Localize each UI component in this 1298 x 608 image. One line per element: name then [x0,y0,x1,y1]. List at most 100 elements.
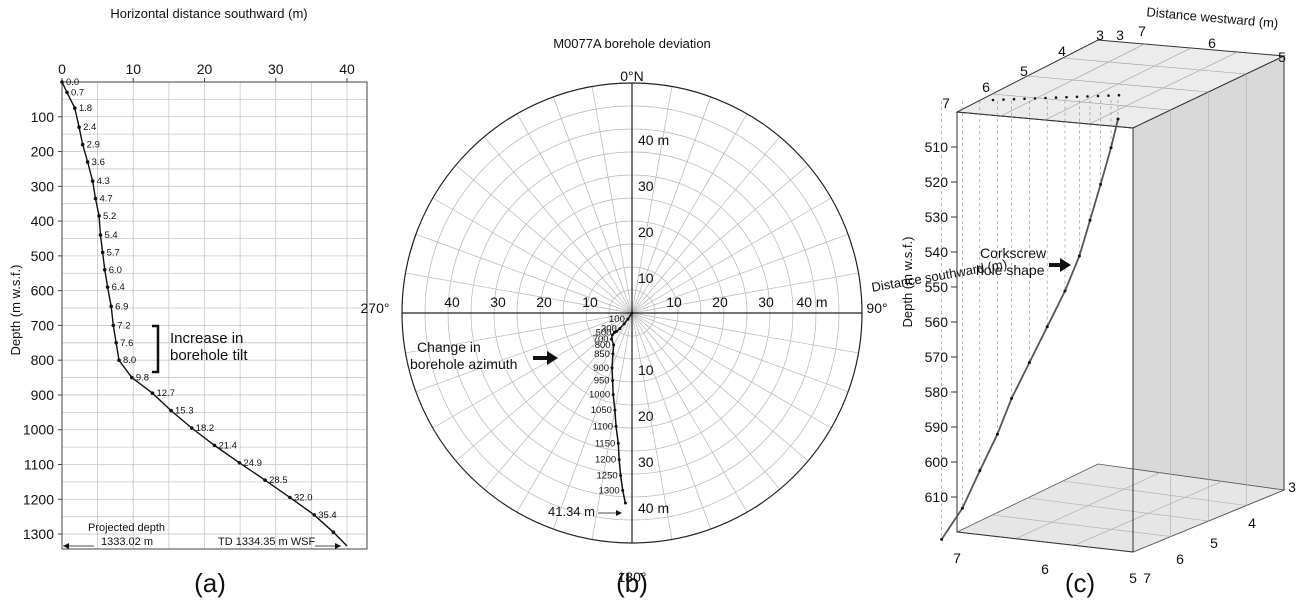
track-point [619,473,623,477]
curve-point [1116,117,1120,121]
track-point [189,426,194,430]
curve-point [995,432,999,436]
north-tick-label: 40 m [638,132,669,148]
cardinal-west: 270° [361,300,390,316]
track-point [288,495,292,500]
curve-point [1063,289,1067,293]
track-point-label: 2.4 [83,122,96,133]
track-depth-label: 300 [601,324,617,335]
projected-depth-label: Projected depth [88,522,165,534]
track-point [111,323,116,328]
top-trace-point [1096,94,1100,98]
top-trace-point [1086,95,1089,98]
east-tick-label: 20 [712,294,728,310]
panel-b: M0077A borehole deviation 10 10 10 10 20 20 20… [361,36,888,598]
top-grid-line [1000,43,1145,117]
panel-b-title: M0077A borehole deviation [553,36,711,51]
south-tick-label: 30 [638,454,654,470]
y-tick-label: 580 [925,384,949,400]
panel-a-title: Horizontal distance southward (m) [110,6,307,21]
bottom-grid-line [1027,497,1209,522]
panel-c-curve [940,93,1121,541]
front-bottom-edge [956,531,1134,553]
south-tick-label: 4 [1058,43,1066,59]
top-grid-line [1088,51,1238,125]
track-point [117,358,121,362]
panel-c-label: (c) [1065,568,1095,598]
track-point [610,333,614,337]
y-tick-label: 1300 [23,526,54,542]
panel-a-label: (a) [194,568,226,598]
bottom-west-tick-label: 3 [1288,479,1296,495]
track-point [616,441,620,445]
track-point [85,160,90,164]
bottom-grid-line [1015,472,1161,539]
track-point-label: 21.4 [218,440,237,451]
track-point [60,80,64,84]
curve-point [1077,254,1081,258]
track-line [61,81,348,547]
track-point-label: 5.7 [107,247,120,258]
track-point [617,458,621,462]
track-depth-label: 1250 [597,470,618,481]
bottom-west-tick-label: 6 [1176,551,1184,567]
track-point-label: 15.3 [175,406,194,417]
x-tick-label: 20 [197,61,213,77]
top-trace-point [1023,97,1026,101]
panel-c-ylabel: Depth (m w.s.f.) [900,236,915,327]
curve-point [1045,325,1049,329]
track-point [105,285,110,289]
west-tick-label: 7 [1138,23,1146,39]
track-depth-label: 1200 [595,455,616,466]
track-point-label: 8.0 [123,355,136,366]
west-axis-label: Distance westward (m) [1146,4,1279,30]
panel-a-ylabel: Depth (m w.s.f.) [8,264,23,355]
track-point-label: 1.8 [79,103,92,114]
track-point [98,233,103,237]
right-face-grid [1170,74,1247,537]
track-point [611,352,615,356]
y-tick-label: 1000 [23,422,54,438]
west-tick-label: 30 [490,294,506,310]
panel-a-track: 0.00.7 1.8 2.4 2.9 3.6 4.3 4.7 5.2 5.4 5.7 6.0 6.4 6… [60,77,348,547]
track-point [621,488,625,492]
y-tick-label: 510 [925,139,949,155]
track-point-label: 4.3 [97,176,110,187]
track-depth-label: 1050 [591,405,612,416]
track-point [77,125,81,130]
corkscrew-annotation-line1: Corkscrew [980,245,1047,261]
east-tick-label: 30 [758,294,774,310]
end-distance-label: 41.34 m [548,504,595,519]
y-tick-label: 520 [925,174,949,190]
tilt-annotation-line1: Increase in [170,330,243,347]
west-tick-label: 40 [444,294,460,310]
track-point [611,393,615,397]
td-label: TD 1334.35 m WSF [218,536,315,548]
bottom-south-tick-label: 6 [1041,561,1049,577]
track-point-label: 0.0 [66,77,79,88]
top-face-grid [992,43,1247,125]
y-tick-label: 500 [31,248,55,264]
azimuth-annotation-line2: borehole azimuth [410,356,517,372]
track-point [611,379,615,383]
y-tick-label: 590 [925,419,949,435]
track-depth-label: 100 [609,314,625,325]
projection-dashes [941,100,1119,540]
track-point [630,311,634,315]
top-trace-point [1075,95,1079,99]
track-depth-label: 1000 [589,390,610,401]
track-point [130,375,134,380]
track-point [610,366,614,370]
y-tick-label: 200 [31,144,55,160]
y-tick-label: 560 [925,314,949,330]
y-tick-label: 540 [925,244,949,260]
y-tick-label: 900 [31,387,55,403]
track-point-label: 6.4 [112,282,125,293]
top-trace-point [1065,95,1068,99]
bottom-face-grid [992,472,1247,546]
tilt-annotation-line2: borehole tilt [170,347,248,364]
track-point [614,424,618,428]
bottom-grid-line [1062,480,1247,506]
y-tick-label: 300 [31,178,55,194]
